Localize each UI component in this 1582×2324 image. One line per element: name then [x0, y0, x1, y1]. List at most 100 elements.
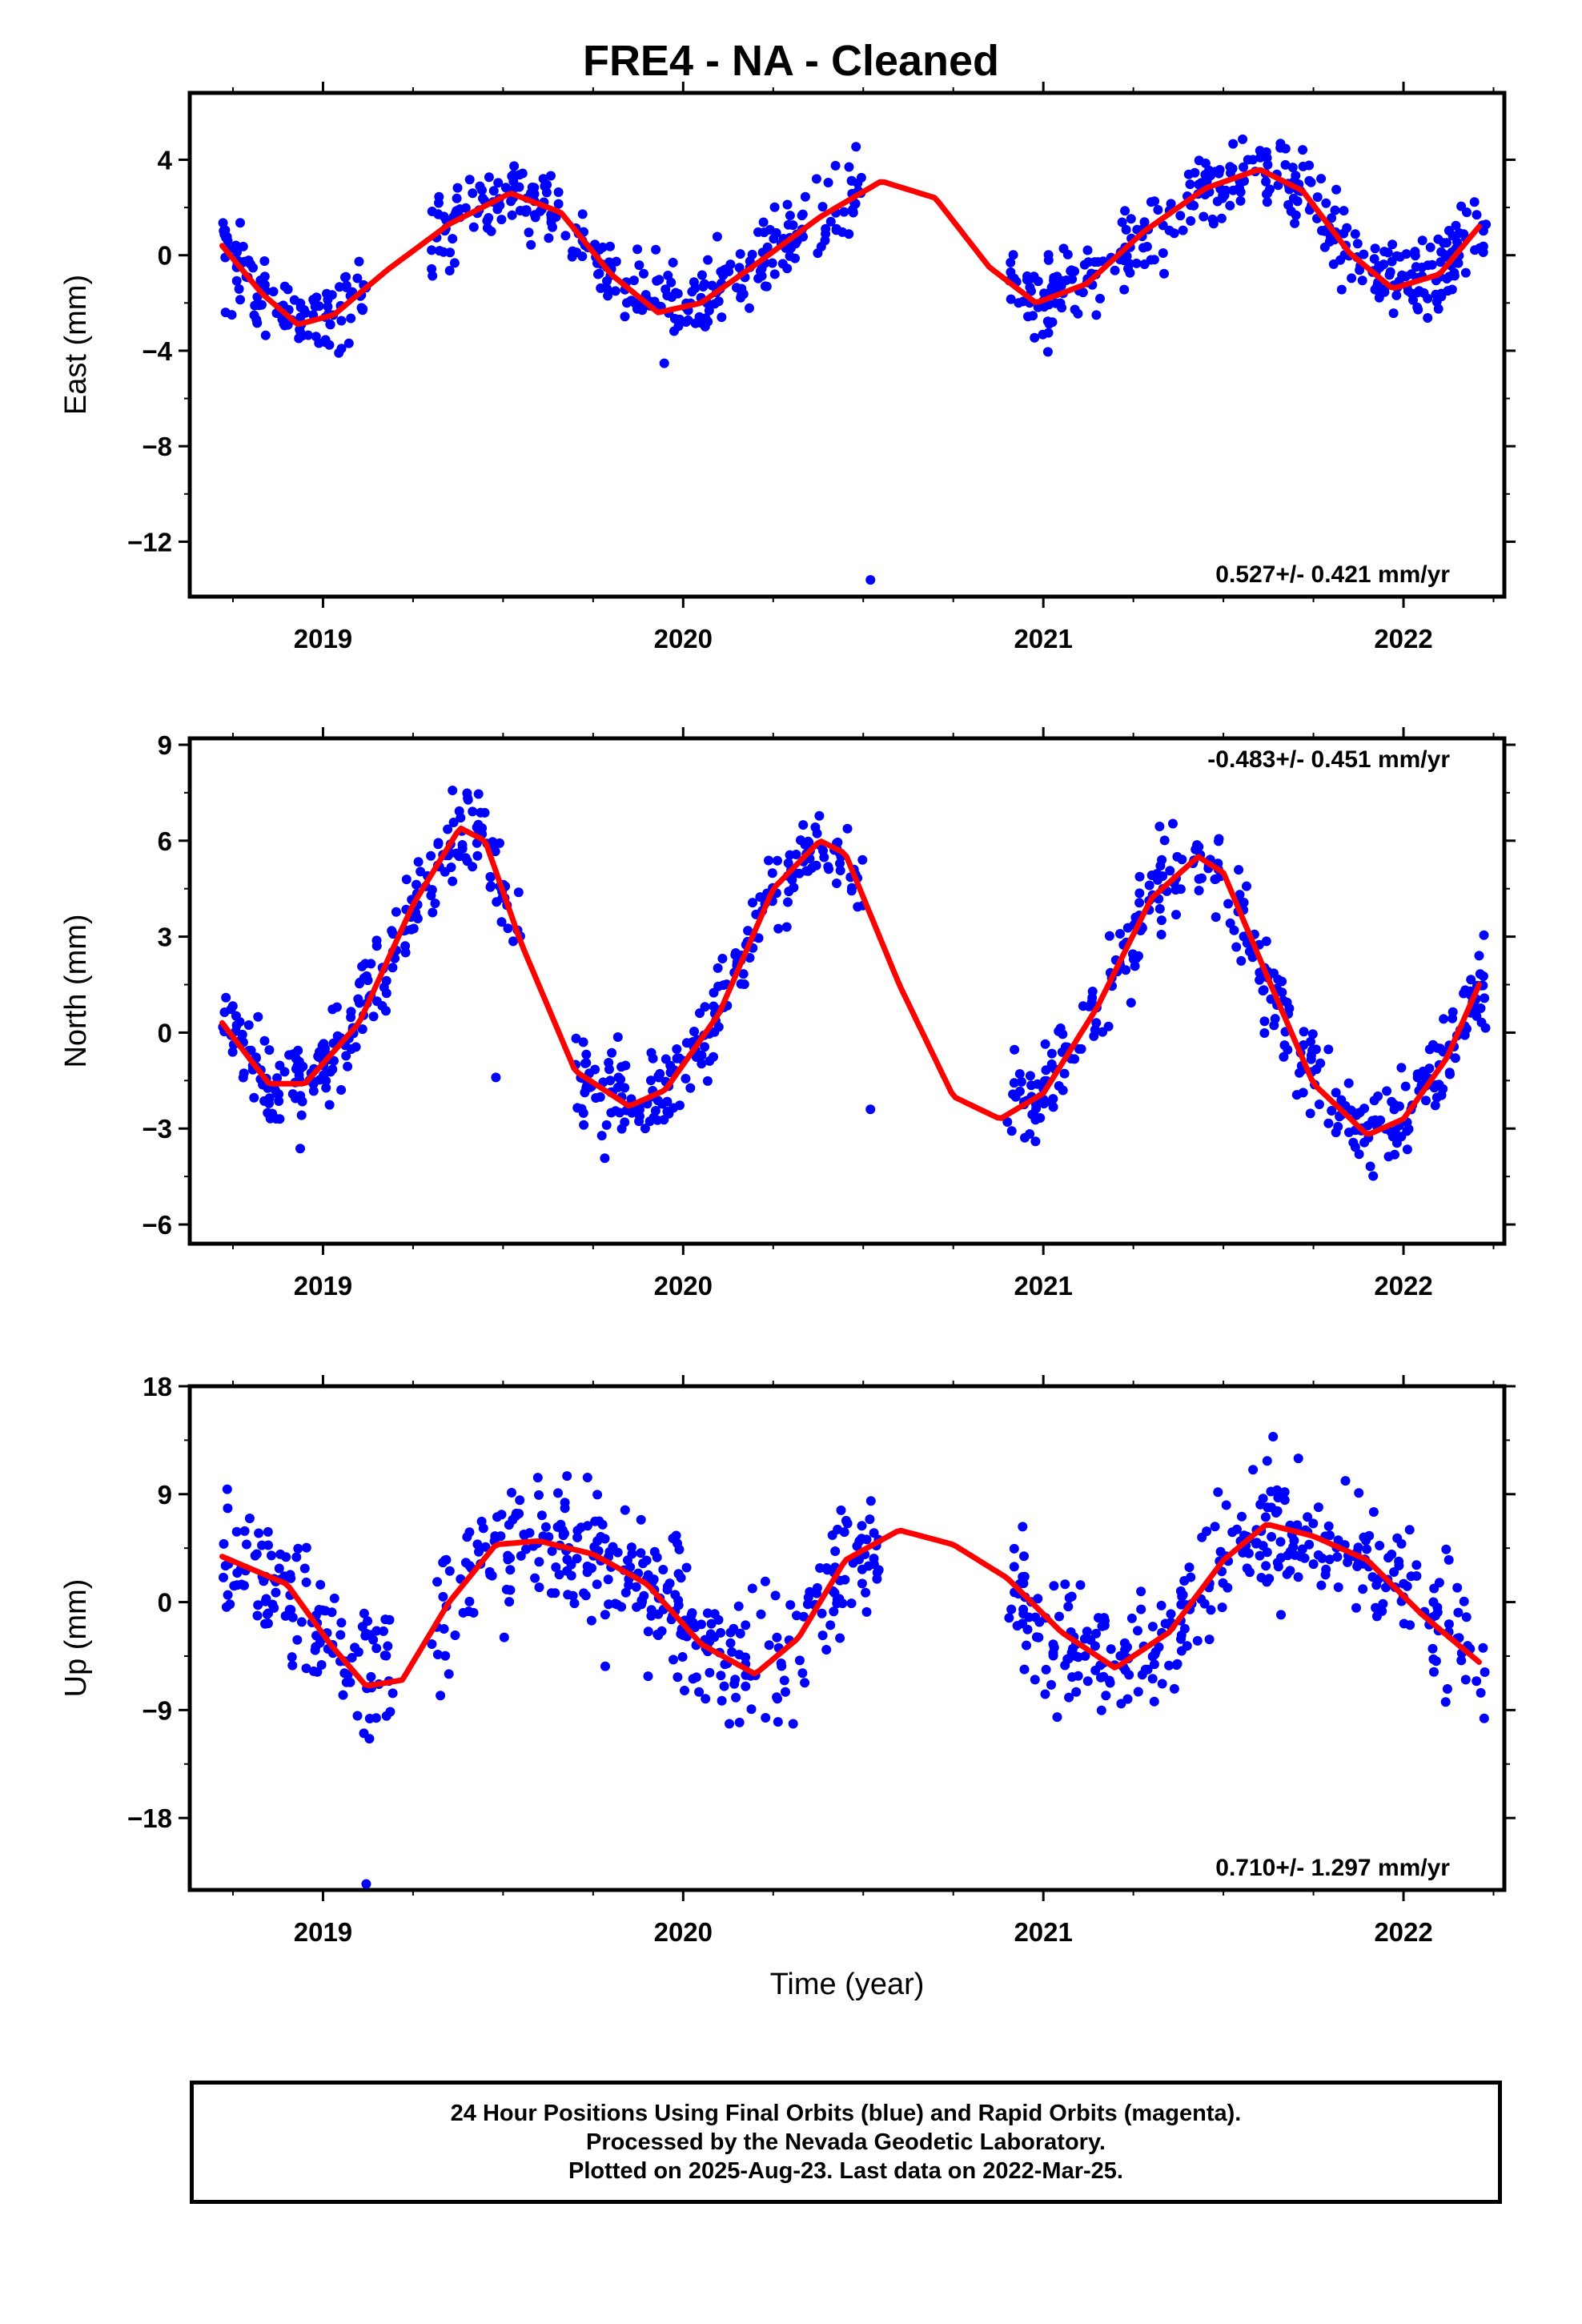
up-data-point: [1124, 1670, 1134, 1680]
up-data-point: [1166, 1609, 1176, 1619]
up-data-point: [873, 1565, 884, 1575]
up-data-point: [670, 1590, 681, 1600]
footer-line-2: Processed by the Nevada Geodetic Laborat…: [586, 2129, 1106, 2155]
east-data-point: [813, 248, 823, 259]
north-data-point: [1424, 1063, 1435, 1074]
up-data-point: [646, 1605, 656, 1615]
up-data-point: [301, 1577, 311, 1587]
up-data-point: [643, 1570, 653, 1580]
up-data-point: [1082, 1626, 1092, 1637]
up-data-point: [315, 1579, 326, 1590]
east-ytick-label: 4: [158, 145, 173, 175]
up-data-point: [835, 1633, 845, 1643]
up-data-point: [702, 1608, 713, 1618]
up-data-point: [620, 1587, 631, 1598]
east-data-point: [1347, 273, 1357, 283]
east-data-point: [553, 187, 564, 197]
up-data-point: [579, 1588, 589, 1598]
up-data-point: [785, 1600, 796, 1610]
east-data-point: [238, 241, 248, 251]
east-data-point: [848, 207, 858, 218]
up-data-point: [536, 1510, 547, 1521]
north-data-point: [1279, 1051, 1289, 1062]
east-data-point: [1238, 134, 1248, 144]
up-data-point: [1067, 1672, 1078, 1683]
up-data-point: [1049, 1581, 1059, 1591]
east-data-point: [1291, 171, 1301, 181]
north-data-point: [1299, 1040, 1309, 1050]
north-data-point: [1144, 880, 1154, 891]
east-data-point: [427, 245, 437, 255]
up-data-point: [709, 1632, 720, 1642]
up-data-point: [1267, 1532, 1277, 1542]
north-data-point: [1165, 866, 1175, 876]
east-data-point: [303, 330, 313, 340]
east-data-point: [1387, 239, 1398, 250]
up-data-point: [293, 1543, 303, 1554]
up-data-point: [1030, 1675, 1040, 1685]
east-data-point: [844, 162, 854, 172]
north-data-point: [249, 1092, 259, 1103]
north-data-point: [601, 1120, 612, 1130]
up-data-point: [359, 1728, 369, 1739]
up-data-point: [1273, 1562, 1283, 1572]
up-data-point: [1389, 1567, 1399, 1577]
north-data-point: [581, 1049, 592, 1059]
up-data-point: [1323, 1521, 1334, 1531]
north-data-point: [1327, 1106, 1337, 1116]
north-data-point: [401, 875, 412, 885]
east-data-point: [1178, 225, 1188, 235]
east-data-point: [1033, 302, 1043, 312]
east-data-point: [1121, 224, 1131, 235]
up-data-point: [592, 1490, 603, 1500]
up-data-point: [848, 1558, 858, 1568]
north-fit-curve: [219, 826, 1482, 1137]
east-data-point: [1321, 198, 1331, 208]
north-data-point: [718, 980, 729, 991]
east-data-point: [449, 258, 460, 268]
east-data-point: [596, 283, 606, 293]
up-data-point: [562, 1471, 572, 1482]
east-data-point: [1417, 235, 1427, 246]
north-data-point: [368, 1011, 379, 1022]
north-data-point: [243, 1020, 254, 1030]
north-data-point: [298, 1061, 308, 1072]
up-data-point: [253, 1600, 263, 1610]
north-data-point: [1084, 1001, 1094, 1011]
up-data-point: [274, 1563, 284, 1574]
north-data-point: [452, 848, 461, 858]
up-data-point: [717, 1695, 727, 1706]
east-data-point: [846, 175, 857, 186]
north-data-point: [798, 820, 809, 830]
up-data-point: [673, 1672, 683, 1683]
up-data-point: [687, 1608, 697, 1618]
north-data-point: [1400, 1081, 1411, 1092]
north-data-point: [1476, 1017, 1487, 1027]
up-data-point: [244, 1514, 255, 1523]
up-data-point: [1136, 1604, 1146, 1614]
up-data-point: [620, 1505, 630, 1515]
up-data-point: [444, 1566, 455, 1576]
north-data-point: [321, 1067, 331, 1077]
east-data-point: [464, 175, 475, 185]
east-data-point: [1125, 267, 1135, 278]
north-data-point: [853, 902, 863, 912]
north-data-point: [1026, 1080, 1037, 1091]
footer-line-3: Plotted on 2025-Aug-23. Last data on 202…: [568, 2158, 1123, 2184]
up-data-point: [836, 1505, 846, 1515]
up-data-point: [287, 1652, 297, 1663]
north-data-point: [485, 882, 496, 892]
east-data-point: [603, 291, 613, 301]
up-data-point: [316, 1660, 327, 1670]
up-data-point: [505, 1585, 516, 1595]
east-data-point: [1022, 271, 1032, 281]
east-data-point: [1186, 215, 1196, 226]
north-data-point: [496, 917, 507, 927]
north-data-point: [1311, 1064, 1322, 1075]
east-data-point: [1383, 247, 1393, 258]
north-data-point: [1259, 1016, 1270, 1027]
north-data-point: [1348, 1137, 1359, 1148]
east-data-point: [352, 273, 363, 283]
north-rate-label: -0.483+/- 0.451 mm/yr: [1207, 746, 1450, 773]
up-data-point: [643, 1671, 653, 1682]
